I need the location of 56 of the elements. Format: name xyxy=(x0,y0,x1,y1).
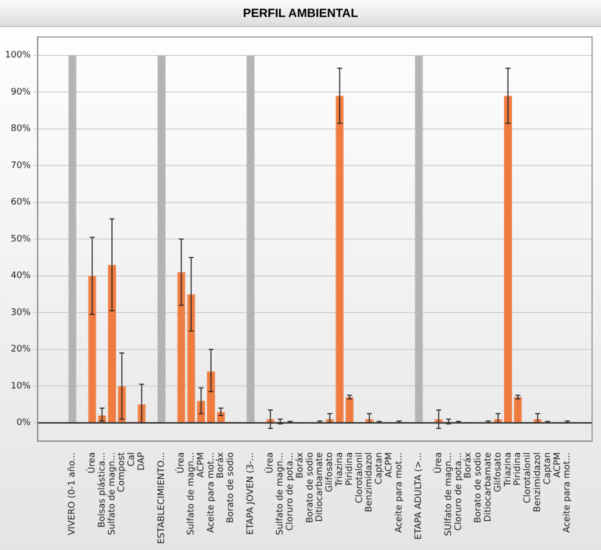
x-tick-label: Captan xyxy=(374,452,385,484)
x-tick-label: Cloruro de pota... xyxy=(286,452,296,531)
y-tick-label: 80% xyxy=(10,124,32,134)
y-tick-label: 0% xyxy=(16,418,32,428)
x-tick-label: Boráx xyxy=(462,452,474,478)
x-tick-label: ETAPA ADULTA (>... xyxy=(414,452,424,540)
x-tick-label: Glifosato xyxy=(493,452,504,492)
x-tick-label: Borato de sodio xyxy=(305,452,316,524)
x-tick-label: Compost xyxy=(117,452,128,492)
x-tick-label: Ditiocarbamate xyxy=(484,452,494,522)
x-tick-label: Sulfato de magn... xyxy=(276,452,286,536)
x-tick-label: Bolsas plástica... xyxy=(96,452,108,528)
y-tick-label: 30% xyxy=(10,308,32,318)
y-tick-label: 70% xyxy=(10,160,32,171)
x-tick-label: Ditiocarbamate xyxy=(315,452,326,522)
y-tick-label: 10% xyxy=(10,381,32,392)
x-tick-label: Aceite para mot... xyxy=(394,452,404,533)
x-tick-label: Cloruro de pota... xyxy=(454,452,464,531)
x-tick-label: Sulfato de magn... xyxy=(107,452,118,536)
x-tick-label: Cal xyxy=(127,452,138,467)
x-tick-label: Borato de sodio xyxy=(226,452,236,524)
x-tick-label: ACPM xyxy=(196,452,206,478)
x-tick-label: Clorotalonil xyxy=(354,452,365,504)
x-tick-label: Glifosato xyxy=(325,452,336,492)
x-tick-label: Úrea xyxy=(174,452,187,474)
x-tick-label: ACPM xyxy=(552,452,563,478)
x-tick-label: Boráx xyxy=(215,452,226,478)
x-tick-label: Benzimidazol xyxy=(533,452,544,512)
y-tick-label: 100% xyxy=(4,50,32,61)
x-tick-label: DAP xyxy=(137,452,148,471)
x-tick-label: Sulfato de magn... xyxy=(186,452,197,536)
x-tick-label: Triazina xyxy=(335,452,346,488)
y-tick-label: 50% xyxy=(10,234,32,244)
x-tick-label: Úrea xyxy=(264,452,276,474)
y-tick-label: 60% xyxy=(10,198,32,208)
x-tick-label: ETAPA JOVEN (3-... xyxy=(246,452,256,535)
x-tick-label: ACPM xyxy=(384,452,395,478)
x-tick-label: Piridina xyxy=(513,452,524,486)
chart-title: PERFIL AMBIENTAL xyxy=(0,0,601,27)
x-tick-label: Captan xyxy=(542,452,553,484)
x-tick-label: Clorotalonil xyxy=(523,452,534,504)
x-tick-label: Benzimidazol xyxy=(364,452,375,512)
x-tick-label: ESTABLECIMIENTO... xyxy=(156,452,167,544)
x-tick-label: VIVERO (0-1 año... xyxy=(68,452,78,536)
x-tick-label: Úrea xyxy=(86,452,98,474)
x-tick-label: Boráx xyxy=(294,452,306,478)
y-tick-label: 90% xyxy=(10,87,32,98)
x-tick-label: SUlfato de magn... xyxy=(444,452,454,536)
x-tick-label: Úrea xyxy=(432,452,444,474)
y-tick-label: 40% xyxy=(10,271,32,282)
x-tick-label: Aceite para mot... xyxy=(206,452,216,533)
x-tick-label: Triazina xyxy=(503,452,514,488)
x-tick-label: Borato de sodio xyxy=(474,452,484,524)
x-tick-label: Aceite para mot... xyxy=(562,452,573,533)
y-tick-label: 20% xyxy=(10,344,32,355)
x-tick-label: Piridina xyxy=(344,452,355,486)
